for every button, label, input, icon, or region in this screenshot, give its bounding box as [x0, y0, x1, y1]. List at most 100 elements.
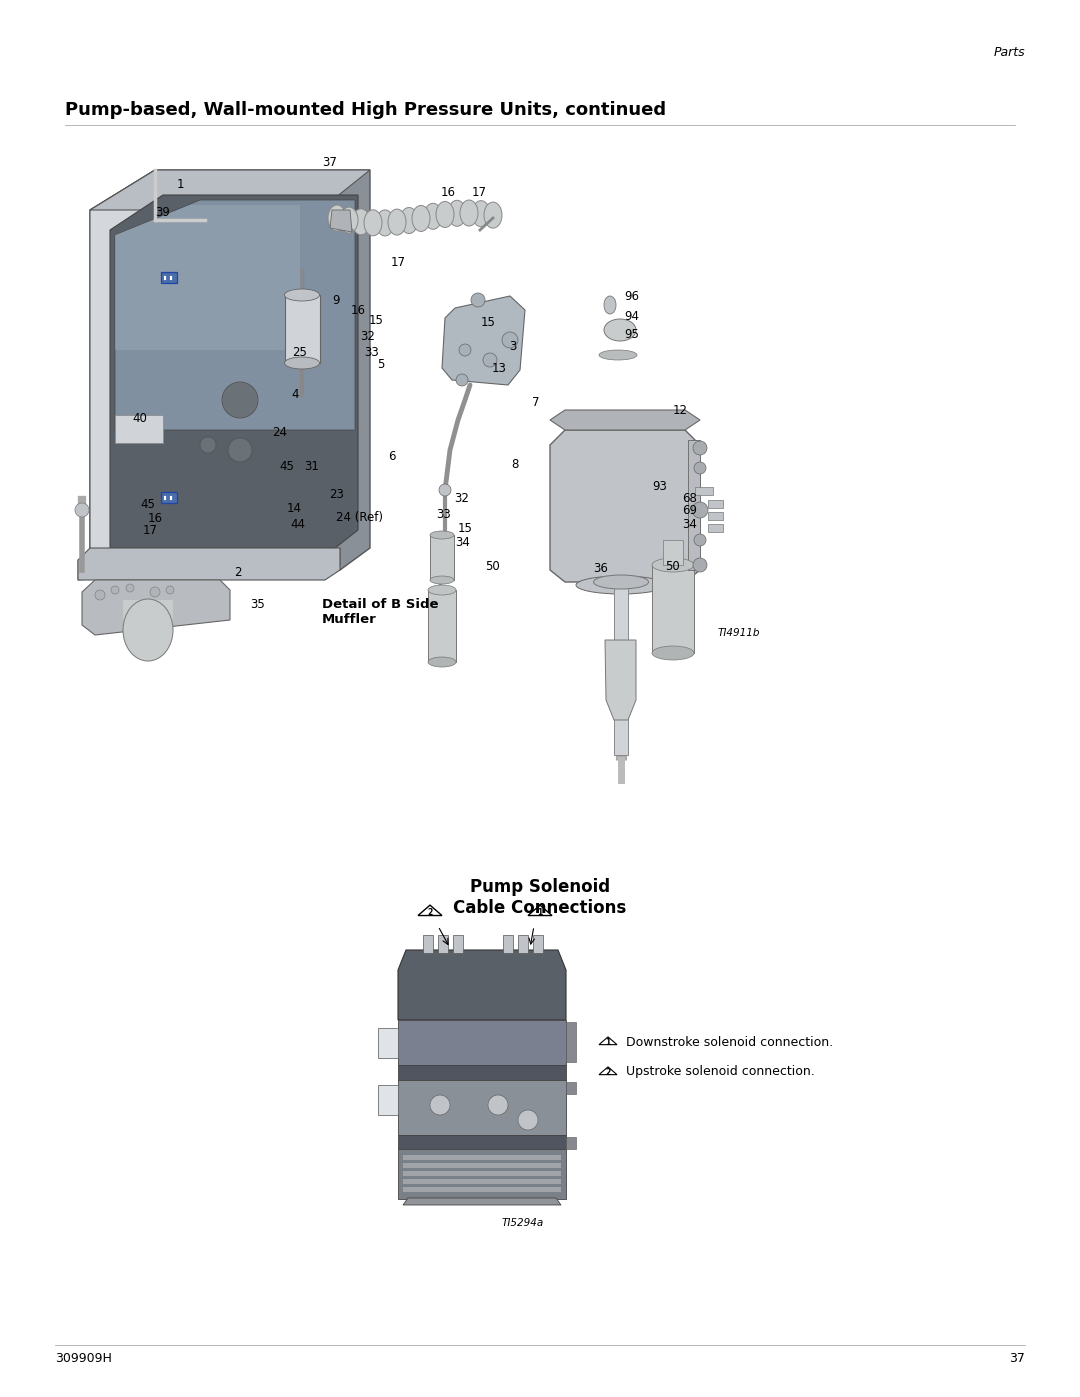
- Polygon shape: [528, 905, 552, 915]
- Bar: [161, 492, 177, 503]
- Text: 309909H: 309909H: [55, 1352, 112, 1365]
- Bar: [430, 535, 454, 580]
- Circle shape: [200, 437, 216, 453]
- Circle shape: [228, 439, 252, 462]
- Circle shape: [694, 534, 706, 546]
- Text: 3: 3: [510, 339, 516, 352]
- Polygon shape: [90, 170, 370, 570]
- Polygon shape: [550, 430, 700, 583]
- Ellipse shape: [411, 205, 430, 232]
- Text: 45: 45: [140, 499, 156, 511]
- Ellipse shape: [284, 289, 320, 300]
- Bar: [399, 1020, 566, 1065]
- Circle shape: [111, 585, 119, 594]
- Bar: [566, 1023, 576, 1062]
- Ellipse shape: [576, 576, 666, 594]
- Ellipse shape: [424, 204, 442, 229]
- Text: 95: 95: [624, 327, 639, 341]
- Text: 68: 68: [683, 492, 698, 504]
- Ellipse shape: [594, 576, 648, 590]
- Circle shape: [459, 344, 471, 356]
- Text: 2: 2: [428, 908, 433, 916]
- Text: 12: 12: [673, 404, 688, 416]
- Bar: [163, 495, 166, 500]
- Ellipse shape: [376, 210, 394, 236]
- Text: TI4911b: TI4911b: [717, 629, 760, 638]
- Text: 94: 94: [624, 310, 639, 323]
- Bar: [403, 1179, 561, 1185]
- Circle shape: [456, 374, 468, 386]
- Text: 2: 2: [234, 567, 242, 580]
- Circle shape: [488, 1095, 508, 1115]
- Ellipse shape: [428, 657, 456, 666]
- Bar: [708, 511, 723, 520]
- Polygon shape: [90, 170, 156, 570]
- Polygon shape: [110, 196, 357, 548]
- Bar: [285, 295, 320, 363]
- Circle shape: [694, 462, 706, 474]
- Ellipse shape: [388, 210, 406, 235]
- Polygon shape: [550, 409, 700, 430]
- Ellipse shape: [484, 203, 502, 228]
- Bar: [399, 1080, 566, 1134]
- Ellipse shape: [400, 208, 418, 233]
- Bar: [503, 935, 513, 953]
- Bar: [168, 275, 172, 279]
- Bar: [378, 1028, 399, 1058]
- Polygon shape: [78, 548, 340, 580]
- Text: Upstroke solenoid connection.: Upstroke solenoid connection.: [626, 1066, 814, 1078]
- Text: 25: 25: [293, 346, 308, 359]
- Bar: [688, 440, 700, 570]
- Text: 50: 50: [486, 560, 500, 574]
- Text: 23: 23: [329, 488, 345, 500]
- Bar: [378, 1085, 399, 1115]
- Text: 93: 93: [652, 481, 667, 493]
- Text: 32: 32: [455, 492, 470, 504]
- Polygon shape: [605, 640, 636, 719]
- Bar: [423, 935, 433, 953]
- Polygon shape: [399, 950, 566, 1020]
- Ellipse shape: [599, 351, 637, 360]
- Bar: [168, 495, 172, 500]
- Text: 7: 7: [532, 395, 540, 408]
- Bar: [566, 1083, 576, 1094]
- Bar: [696, 488, 713, 495]
- Circle shape: [95, 590, 105, 599]
- Bar: [566, 1137, 576, 1148]
- Ellipse shape: [428, 585, 456, 595]
- Text: 24: 24: [272, 426, 287, 439]
- Text: Pump Solenoid
Cable Connections: Pump Solenoid Cable Connections: [454, 877, 626, 916]
- Circle shape: [483, 353, 497, 367]
- Polygon shape: [442, 296, 525, 386]
- Text: 15: 15: [368, 313, 383, 327]
- Circle shape: [471, 293, 485, 307]
- Text: 34: 34: [683, 517, 698, 531]
- Text: 15: 15: [481, 316, 496, 328]
- Bar: [403, 1162, 561, 1168]
- Bar: [652, 564, 694, 652]
- Text: 16: 16: [148, 511, 162, 524]
- Ellipse shape: [340, 207, 357, 233]
- Bar: [403, 1187, 561, 1192]
- Circle shape: [430, 1095, 450, 1115]
- Text: 24 (Ref): 24 (Ref): [337, 511, 383, 524]
- Text: 13: 13: [491, 362, 507, 374]
- Bar: [453, 935, 463, 953]
- Polygon shape: [114, 205, 300, 351]
- Bar: [163, 275, 166, 279]
- Circle shape: [502, 332, 518, 348]
- Polygon shape: [82, 580, 230, 636]
- Text: 69: 69: [683, 504, 698, 517]
- Text: 15: 15: [458, 521, 472, 535]
- Text: 96: 96: [624, 289, 639, 303]
- Polygon shape: [330, 210, 352, 232]
- Text: Pump-based, Wall-mounted High Pressure Units, continued: Pump-based, Wall-mounted High Pressure U…: [65, 101, 666, 119]
- Text: 36: 36: [594, 562, 608, 574]
- Polygon shape: [78, 548, 340, 580]
- Text: 8: 8: [511, 457, 518, 471]
- Bar: [123, 599, 173, 630]
- Text: 14: 14: [286, 503, 301, 515]
- Ellipse shape: [460, 200, 478, 226]
- Text: 6: 6: [388, 450, 395, 462]
- Bar: [161, 272, 177, 284]
